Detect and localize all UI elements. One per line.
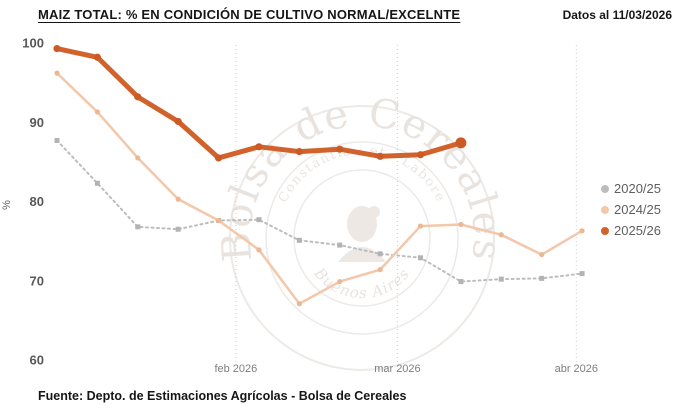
- date-note: Datos al 11/03/2026: [562, 8, 672, 22]
- series-line-2024-25[interactable]: [55, 71, 584, 305]
- point-2025-26-7[interactable]: [336, 145, 344, 153]
- legend-dot-2025-26: [601, 226, 609, 235]
- point-2020-25-0[interactable]: [54, 137, 60, 143]
- chart-legend: 2020/25 2024/25 2025/26: [601, 178, 661, 241]
- y-tick-90: 90: [30, 115, 44, 130]
- y-tick-60: 60: [30, 353, 44, 368]
- x-tick-abr-2026: abr 2026: [555, 363, 598, 375]
- point-2020-25-8[interactable]: [377, 251, 383, 257]
- point-2024-25-6[interactable]: [296, 301, 302, 307]
- point-2020-25-6[interactable]: [296, 237, 302, 243]
- point-2024-25-9[interactable]: [417, 223, 424, 229]
- point-2024-25-3[interactable]: [175, 196, 181, 202]
- bolsa-de-cereales-watermark-seal: Bolsa de Cereales Constantia · et · Labo…: [213, 90, 509, 371]
- watermark-outer-ring: [229, 105, 495, 371]
- legend-item-2025-26[interactable]: 2025/26: [601, 220, 661, 241]
- point-2020-25-2[interactable]: [135, 224, 141, 230]
- source-note: Fuente: Depto. de Estimaciones Agrícolas…: [38, 389, 407, 403]
- point-2025-26-10[interactable]: [455, 137, 467, 149]
- point-2024-25-10[interactable]: [458, 221, 464, 228]
- point-2020-25-12[interactable]: [539, 275, 545, 281]
- point-2024-25-2[interactable]: [135, 155, 141, 161]
- legend-item-2020-25[interactable]: 2020/25: [601, 178, 661, 199]
- x-tick-mar-2026: mar 2026: [374, 363, 420, 375]
- point-2020-25-5[interactable]: [256, 217, 262, 223]
- point-2025-26-9[interactable]: [416, 151, 425, 159]
- watermark-profile-bun: [368, 206, 380, 218]
- series-line-2020-25[interactable]: [56, 139, 584, 283]
- legend-label-2025-26: 2025/26: [614, 223, 661, 238]
- point-2024-25-8[interactable]: [377, 267, 383, 273]
- point-2020-25-3[interactable]: [175, 226, 181, 232]
- legend-dot-2024-25: [601, 205, 609, 214]
- watermark-middle-ring: [265, 141, 459, 335]
- y-tick-70: 70: [30, 273, 44, 288]
- point-2020-25-9[interactable]: [418, 255, 424, 261]
- y-tick-80: 80: [30, 194, 44, 209]
- legend-label-2020-25: 2020/25: [614, 181, 661, 196]
- series-2024-25[interactable]: [54, 70, 585, 307]
- y-tick-100: 100: [22, 36, 44, 51]
- point-2020-25-11[interactable]: [498, 276, 504, 282]
- point-2020-25-13[interactable]: [579, 271, 585, 277]
- point-2020-25-7[interactable]: [337, 242, 343, 248]
- watermark-profile-bust: [338, 247, 386, 262]
- point-2024-25-11[interactable]: [498, 232, 504, 238]
- point-2025-26-5[interactable]: [255, 143, 263, 151]
- point-2020-25-1[interactable]: [94, 180, 100, 186]
- point-2025-26-6[interactable]: [295, 147, 303, 156]
- point-2024-25-7[interactable]: [337, 278, 343, 285]
- point-2025-26-8[interactable]: [376, 152, 384, 160]
- point-2024-25-4[interactable]: [215, 217, 222, 224]
- legend-label-2024-25: 2024/25: [614, 202, 661, 217]
- point-2020-25-10[interactable]: [458, 279, 464, 285]
- point-2024-25-0[interactable]: [54, 70, 60, 76]
- x-tick-feb-2026: feb 2026: [214, 363, 257, 375]
- point-2025-26-0[interactable]: [53, 44, 61, 53]
- y-axis-label: %: [1, 200, 13, 210]
- chart-title: MAIZ TOTAL: % EN CONDICIÓN DE CULTIVO NO…: [38, 7, 461, 22]
- point-2025-26-3[interactable]: [174, 117, 182, 126]
- point-2025-26-4[interactable]: [214, 154, 223, 162]
- point-2024-25-12[interactable]: [539, 251, 545, 258]
- point-2024-25-5[interactable]: [256, 247, 262, 253]
- point-2025-26-2[interactable]: [134, 93, 142, 101]
- legend-item-2024-25[interactable]: 2024/25: [601, 199, 661, 220]
- point-2024-25-13[interactable]: [579, 228, 585, 234]
- series-2025-26[interactable]: [53, 44, 467, 162]
- legend-dot-2020-25: [601, 184, 609, 193]
- point-2025-26-1[interactable]: [93, 53, 101, 61]
- point-2024-25-1[interactable]: [94, 109, 100, 115]
